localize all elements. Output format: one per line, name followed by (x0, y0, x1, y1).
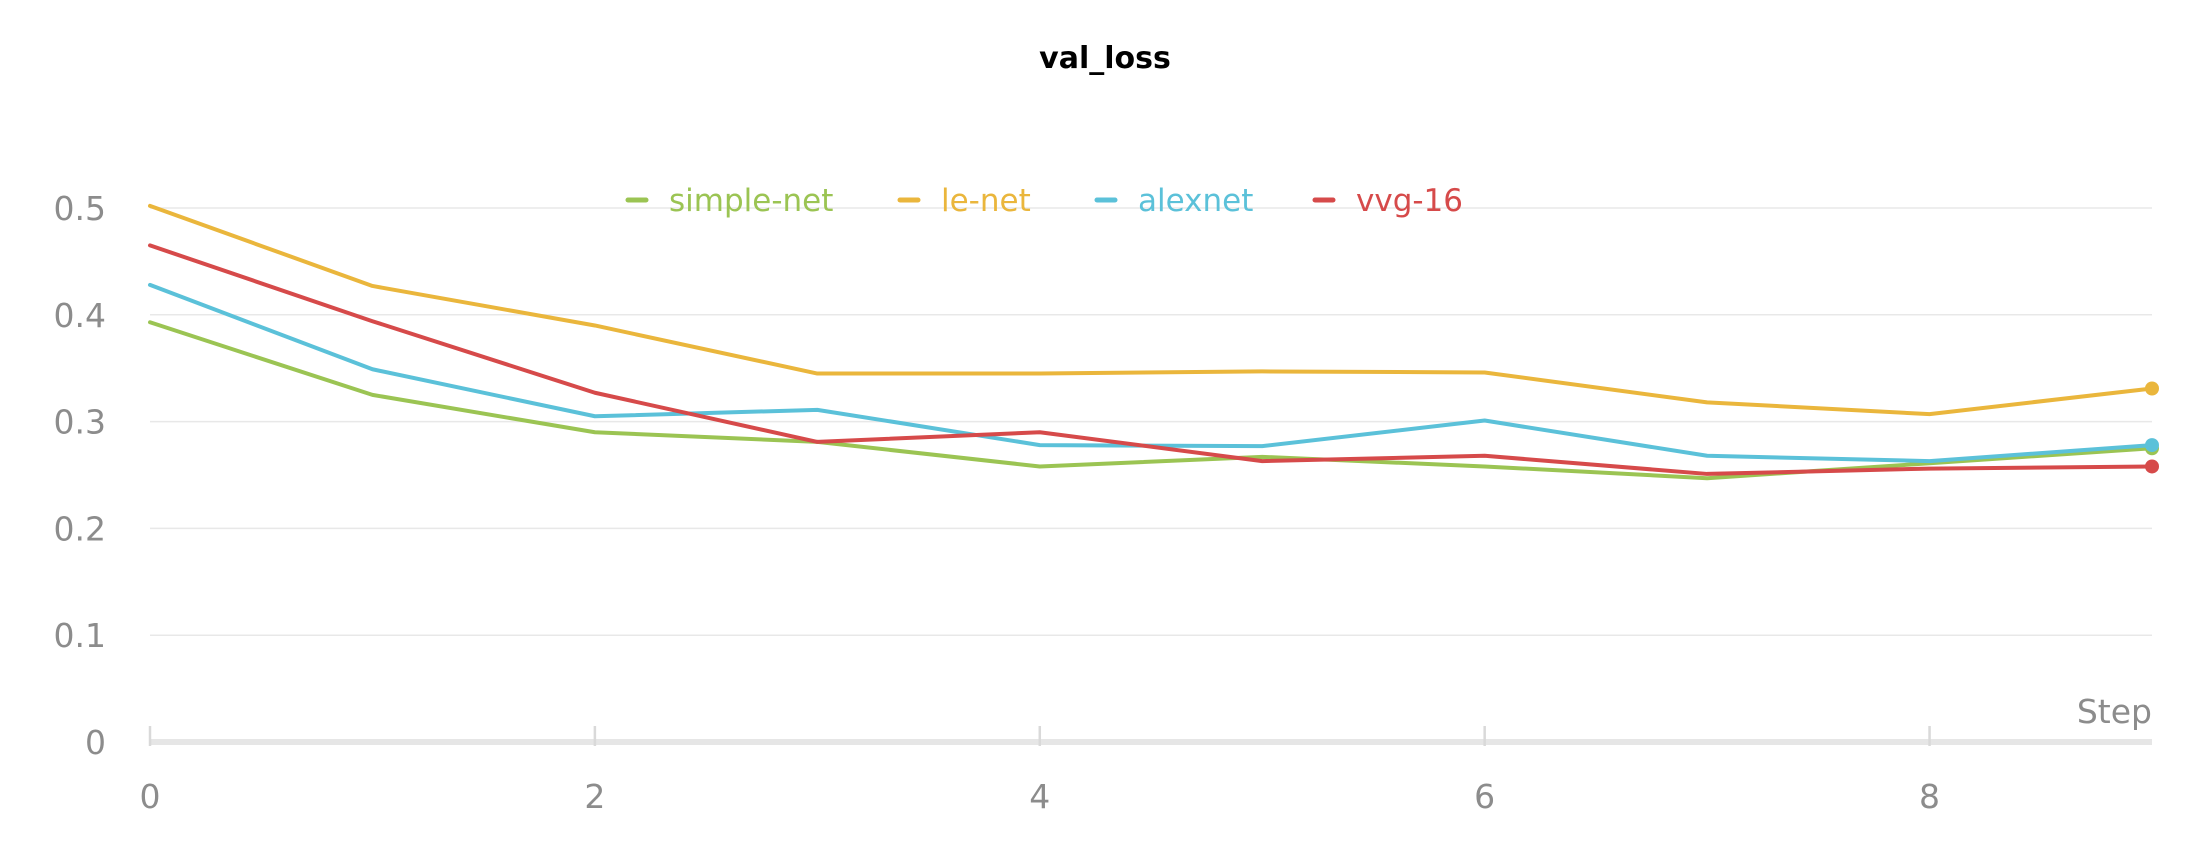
legend-label-simple-net: simple-net (669, 183, 833, 219)
x-tick-label: 6 (1474, 777, 1495, 816)
y-tick-label: 0.2 (54, 509, 106, 548)
y-tick-label: 0 (85, 723, 106, 762)
grid: 0 0.1 0.2 0.3 0.4 0.5 (54, 189, 2152, 762)
x-tick-label: 2 (584, 777, 605, 816)
y-tick-label: 0.5 (54, 189, 106, 228)
series-end-marker-le-net (2145, 381, 2159, 396)
chart-title: val_loss (1039, 41, 1171, 76)
legend-label-vvg-16: vvg-16 (1356, 183, 1463, 219)
series-end-marker-vvg-16 (2145, 459, 2159, 474)
y-tick-label: 0.4 (54, 296, 106, 335)
legend-label-alexnet: alexnet (1138, 183, 1253, 219)
x-tick-label: 4 (1029, 777, 1050, 816)
legend: simple-net le-net alexnet vvg-16 (625, 183, 1463, 219)
series-line-le-net (148, 203, 2154, 417)
series-line-vvg-16 (148, 243, 2154, 476)
y-tick-label: 0.1 (54, 616, 106, 655)
legend-label-le-net: le-net (941, 183, 1031, 219)
y-tick-label: 0.3 (54, 403, 106, 442)
series-lines (148, 203, 2159, 481)
series-end-marker-alexnet (2145, 438, 2159, 453)
x-tick-label: 8 (1919, 777, 1940, 816)
x-tick-label: 0 (140, 777, 161, 816)
x-axis: 0 2 4 6 8 (140, 726, 2152, 816)
x-axis-label: Step (2077, 692, 2152, 731)
